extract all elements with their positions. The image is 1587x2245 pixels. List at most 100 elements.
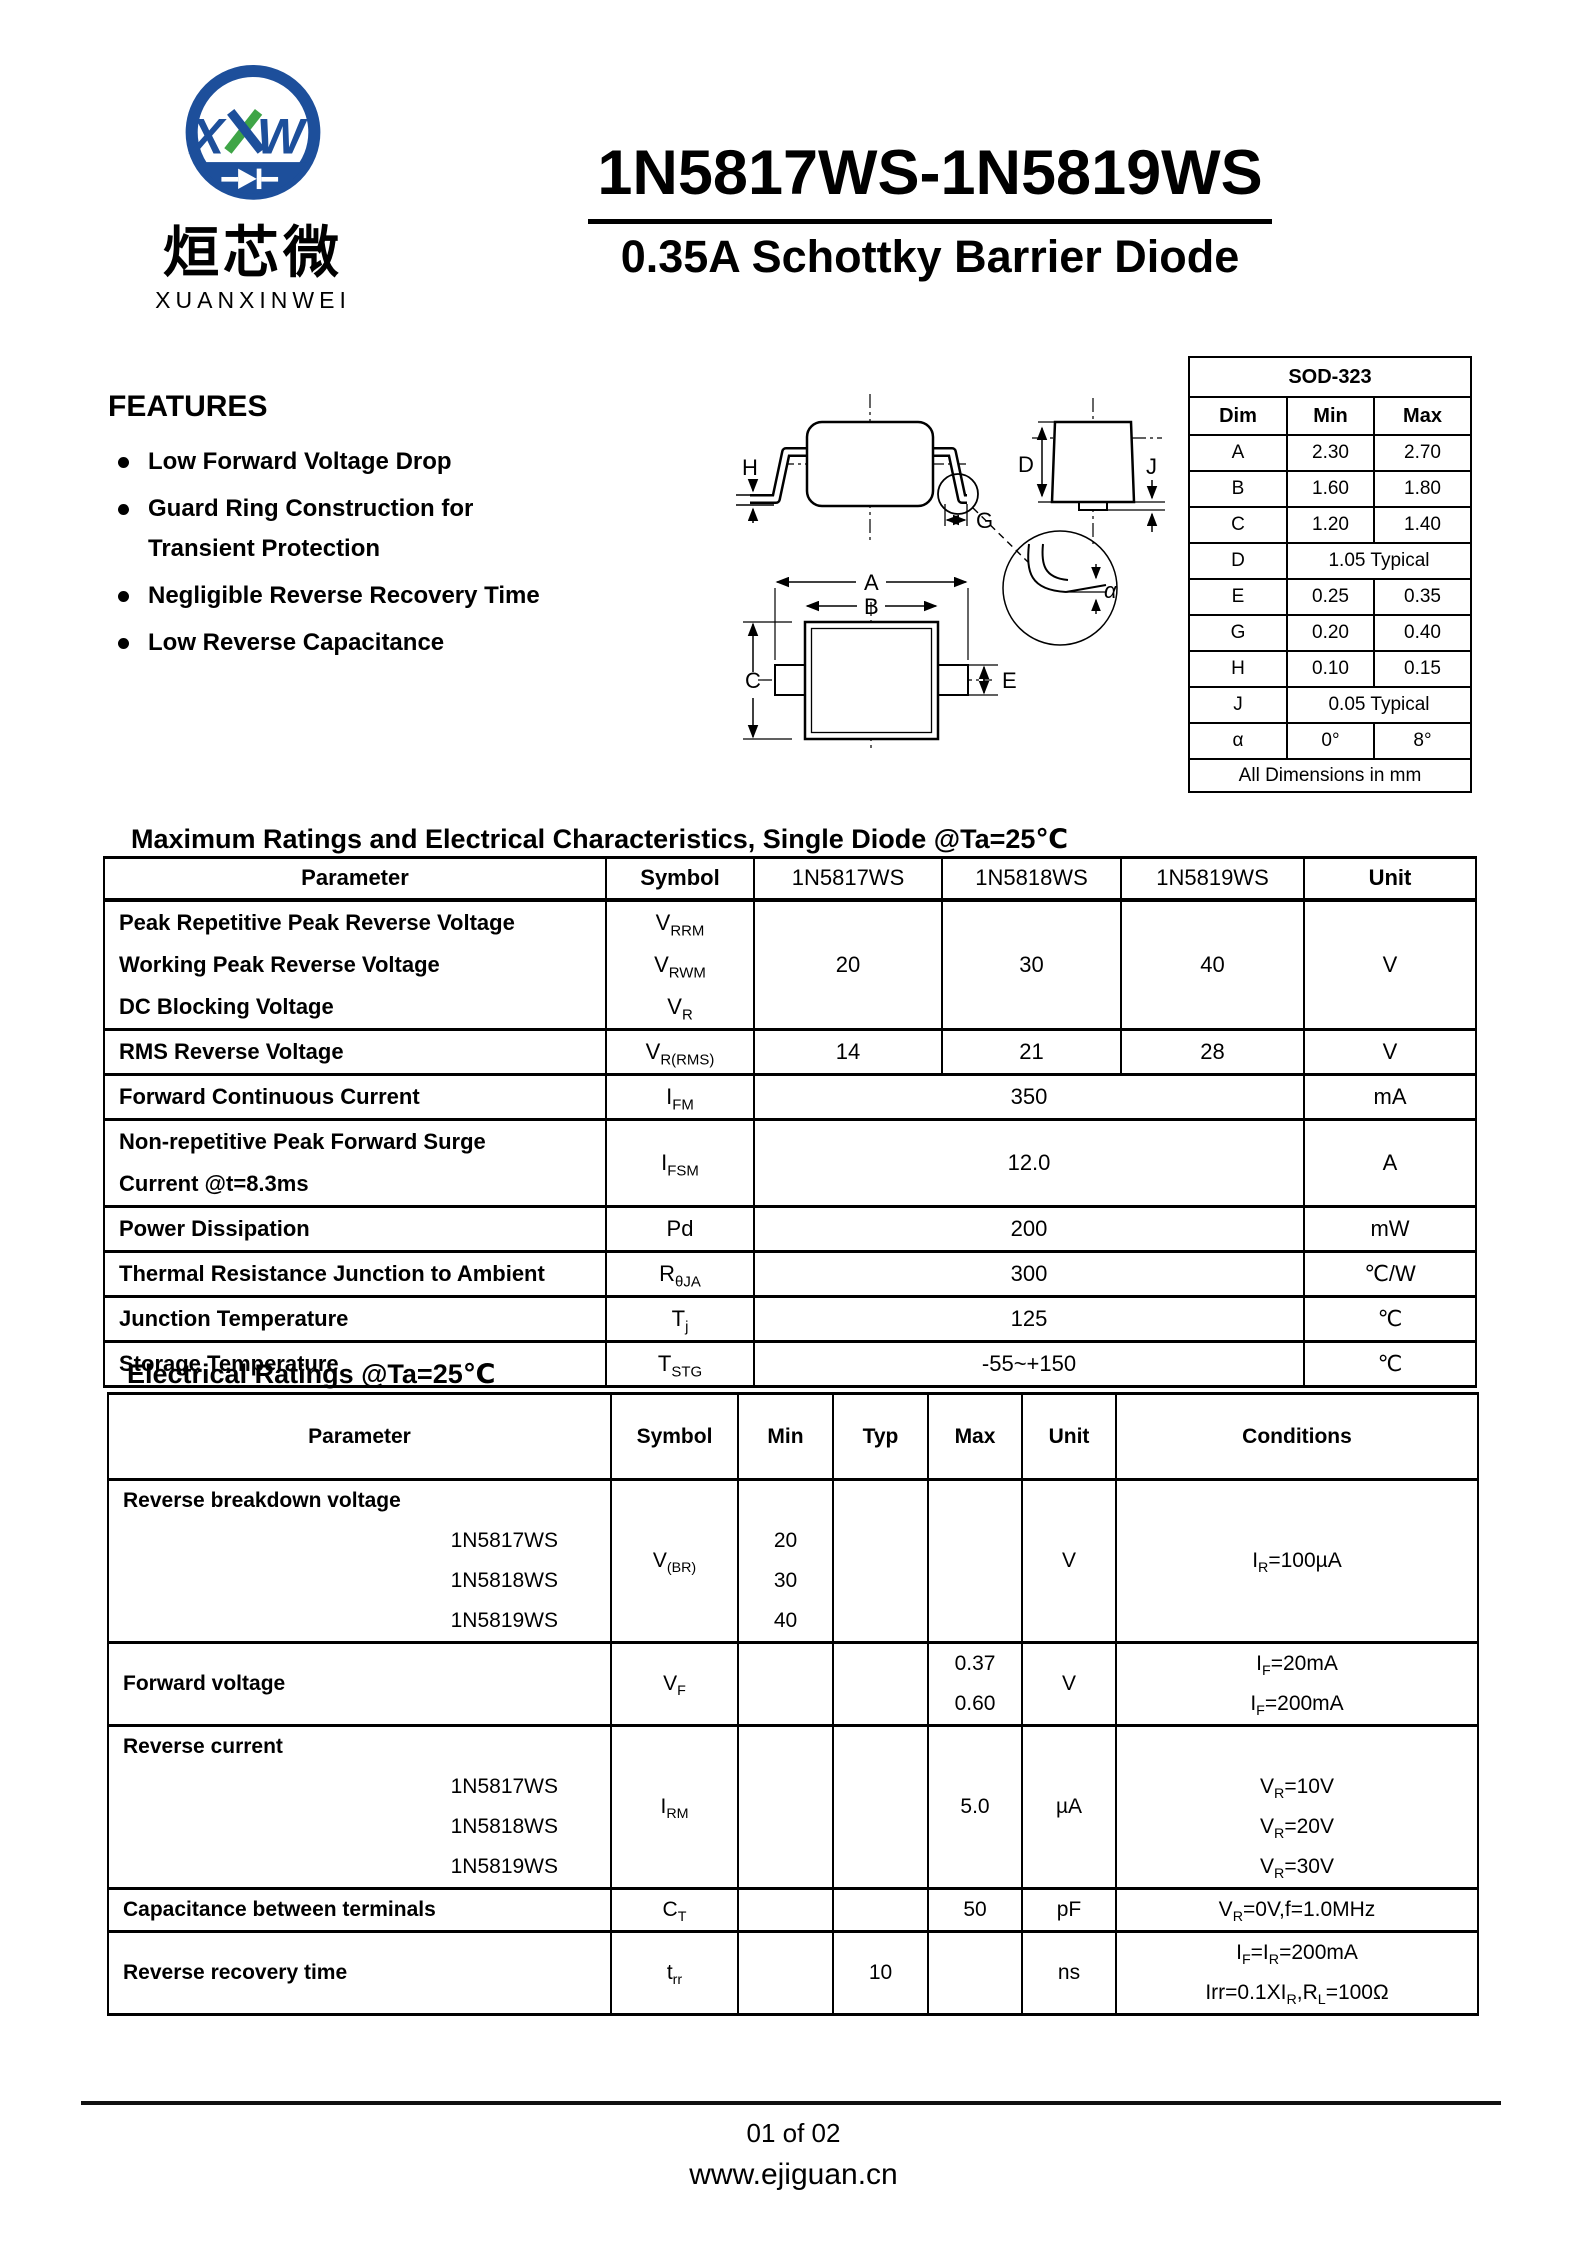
table-cell: 5.0 [927,1724,1023,1890]
logo-romanized-name: XUANXINWEI [155,287,351,314]
table-cell: H [1188,650,1288,688]
table-cell: 20 [753,898,943,1031]
feature-item: Guard Ring Construction for Transient Pr… [108,489,553,569]
table-row: RMS Reverse Voltage VR(RMS) 14 21 28 V [103,1027,1477,1076]
max-ratings-table: Parameter Symbol 1N5817WS 1N5818WS 1N5819WS U… [103,856,1477,1388]
table-cell: 1.40 [1373,506,1472,544]
table-cell: Power Dissipation [103,1204,607,1253]
dim-label-a: A [864,570,879,595]
table-cell: Non-repetitive Peak Forward Surge Current… [103,1117,607,1208]
electrical-ratings-table: Parameter Symbol Min Typ Max Unit Conditions Re… [107,1392,1479,2016]
table-cell: RMS Reverse Voltage [103,1027,607,1076]
table-cell: 1.05 Typical [1286,542,1472,580]
table-cell: V [1021,1478,1117,1644]
dim-label-c: C [745,668,761,693]
table-cell [737,1641,834,1727]
table-cell: 0.35 [1373,578,1472,616]
table-cell: ns [1021,1930,1117,2016]
table-cell: 0.10 [1286,650,1375,688]
table-cell: α [1188,722,1288,760]
table-cell [737,1724,834,1890]
table-cell: 0.20 [1286,614,1375,652]
svg-text:X: X [188,109,227,165]
table-row: B 1.60 1.80 [1188,470,1472,508]
table-row: C 1.20 1.40 [1188,506,1472,544]
dim-label-alpha: α [1104,578,1118,603]
table-cell: Dim [1188,396,1288,436]
table-cell: pF [1021,1887,1117,1933]
table-cell: IF=20mA IF=200mA [1115,1641,1479,1727]
table-row: H 0.10 0.15 [1188,650,1472,688]
table-cell: -55~+150 [753,1339,1305,1388]
table-row: Reverse breakdown voltage 1N5817WS 1N5818W… [107,1478,1479,1644]
table-cell: 1N5819WS [1120,856,1305,902]
table-cell: VF [610,1641,739,1727]
table-cell: CT [610,1887,739,1933]
table-cell: IF=IR=200mA Irr=0.1XIR,RL=100Ω [1115,1930,1479,2016]
table-cell: 10 [832,1930,929,2016]
table-cell: 40 [1120,898,1305,1031]
table-cell: 1.20 [1286,506,1375,544]
table-cell: Max [1373,396,1472,436]
table-cell [927,1930,1023,2016]
table-cell: 2.70 [1373,434,1472,472]
table-cell: Peak Repetitive Peak Reverse Voltage Work… [103,898,607,1031]
features-section: FEATURES Low Forward Voltage Drop Guard R… [108,390,578,670]
electrical-ratings-heading: Electrical Ratings @Ta=25℃ [127,1359,496,1389]
table-cell: V [1303,1027,1477,1076]
table-row: Thermal Resistance Junction to Ambient Rθ… [103,1249,1477,1298]
page-number: 01 of 02 [746,2118,841,2148]
features-list: Low Forward Voltage Drop Guard Ring Const… [108,442,553,663]
dim-label-d: D [1018,452,1034,477]
dim-label-b: B [864,594,879,619]
feature-item: Negligible Reverse Recovery Time [108,576,553,616]
table-cell: TSTG [605,1339,755,1388]
table-cell: IFM [605,1072,755,1121]
table-row: Parameter Symbol 1N5817WS 1N5818WS 1N5819WS U… [103,856,1477,902]
table-cell: IRM [610,1724,739,1890]
table-cell: 1N5818WS [941,856,1122,902]
table-cell: Forward Continuous Current [103,1072,607,1121]
table-cell: IR=100µA [1115,1478,1479,1644]
table-row: Storage Temperature TSTG -55~+150 ℃ [103,1339,1477,1388]
logo-chinese-name: 烜芯微 [163,221,343,284]
table-cell [927,1478,1023,1644]
table-row: Junction Temperature Tj 125 ℃ [103,1294,1477,1343]
table-cell: 300 [753,1249,1305,1298]
table-cell: 50 [927,1887,1023,1933]
table-cell: A [1303,1117,1477,1208]
svg-text:W: W [257,109,308,165]
table-cell: 350 [753,1072,1305,1121]
table-row: Non-repetitive Peak Forward Surge Current… [103,1117,1477,1208]
table-row: All Dimensions in mm [1188,758,1472,793]
table-cell: 21 [941,1027,1122,1076]
table-cell [737,1930,834,2016]
website-url: www.ejiguan.cn [689,2158,898,2191]
table-cell: 0.15 [1373,650,1472,688]
table-row: Power Dissipation Pd 200 mW [103,1204,1477,1253]
table-cell: 12.0 [753,1117,1305,1208]
table-cell: trr [610,1930,739,2016]
table-cell [832,1887,929,1933]
table-cell [737,1887,834,1933]
table-cell: D [1188,542,1288,580]
table-cell: 30 [941,898,1122,1031]
table-cell: Unit [1021,1392,1117,1481]
table-cell [832,1724,929,1890]
table-cell: Conditions [1115,1392,1479,1481]
table-cell: µA [1021,1724,1117,1890]
table-row: D 1.05 Typical [1188,542,1472,580]
table-cell: C [1188,506,1288,544]
product-title: 1N5817WS-1N5819WS [597,138,1263,208]
table-row: Dim Min Max [1188,396,1472,436]
table-cell: 0° [1286,722,1375,760]
table-row: G 0.20 0.40 [1188,614,1472,652]
table-cell: All Dimensions in mm [1188,758,1472,793]
table-cell: V(BR) [610,1478,739,1644]
table-cell: Unit [1303,856,1477,902]
table-cell: mA [1303,1072,1477,1121]
table-cell: Junction Temperature [103,1294,607,1343]
table-cell: Typ [832,1392,929,1481]
table-cell: Parameter [107,1392,612,1481]
table-cell: VR=0V,f=1.0MHz [1115,1887,1479,1933]
